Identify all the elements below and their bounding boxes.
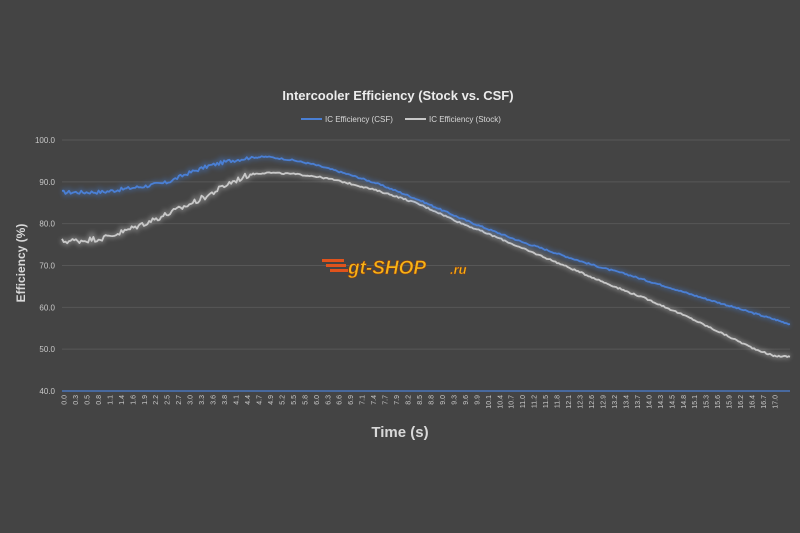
x-tick-label: 3.3 <box>199 395 206 405</box>
series-lines <box>59 153 791 360</box>
y-tick-label: 40.0 <box>39 387 55 396</box>
x-tick-label: 4.4 <box>245 395 252 405</box>
x-tick-label: 14.8 <box>681 395 688 409</box>
x-tick-label: 9.9 <box>474 395 481 405</box>
x-tick-label: 2.5 <box>165 395 172 405</box>
x-tick-label: 6.0 <box>314 395 321 405</box>
watermark-logo: gt-SHOP .ru <box>322 258 467 279</box>
x-tick-label: 7.7 <box>383 395 390 405</box>
y-axis-ticks: 40.0 50.0 60.0 70.0 80.0 90.0 100.0 <box>35 136 56 396</box>
x-tick-label: 16.2 <box>738 395 745 409</box>
x-tick-label: 10.4 <box>497 395 504 409</box>
y-tick-label: 60.0 <box>39 303 55 312</box>
x-tick-label: 4.9 <box>268 395 275 405</box>
x-tick-label: 1.1 <box>107 395 114 405</box>
x-tick-label: 5.5 <box>291 395 298 405</box>
x-tick-label: 14.5 <box>669 395 676 409</box>
chart-title: Intercooler Efficiency (Stock vs. CSF) <box>282 88 513 103</box>
x-tick-label: 13.4 <box>623 395 630 409</box>
x-tick-label: 12.6 <box>589 395 596 409</box>
x-tick-label: 10.1 <box>486 395 493 409</box>
x-tick-label: 14.0 <box>646 395 653 409</box>
x-tick-label: 12.3 <box>578 395 585 409</box>
x-axis-ticks: 0.0 0.3 0.5 0.8 1.1 1.4 1.6 1.9 2.2 2.5 2.7 3.0 3.3 3… <box>62 395 780 409</box>
x-tick-label: 8.8 <box>429 395 436 405</box>
x-tick-label: 7.9 <box>394 395 401 405</box>
speed-stripes-icon <box>322 259 348 272</box>
x-tick-label: 13.7 <box>635 395 642 409</box>
x-tick-label: 11.0 <box>520 395 527 408</box>
y-axis-title: Efficiency (%) <box>14 224 28 303</box>
series-line-stock <box>61 171 791 358</box>
x-tick-label: 1.9 <box>142 395 149 405</box>
x-tick-label: 16.7 <box>761 395 768 409</box>
x-tick-label: 1.6 <box>130 395 137 405</box>
x-tick-label: 13.2 <box>612 395 619 409</box>
x-tick-label: 9.0 <box>440 395 447 405</box>
x-tick-label: 7.1 <box>360 395 367 405</box>
x-tick-label: 0.3 <box>73 395 80 405</box>
x-tick-label: 15.1 <box>692 395 699 409</box>
legend-label-csf: IC Efficiency (CSF) <box>325 115 393 124</box>
x-tick-label: 15.6 <box>715 395 722 409</box>
x-tick-label: 5.2 <box>279 395 286 405</box>
y-tick-label: 50.0 <box>39 345 55 354</box>
x-tick-label: 0.0 <box>62 395 69 405</box>
x-tick-label: 7.4 <box>371 395 378 405</box>
y-tick-label: 100.0 <box>35 136 56 145</box>
x-tick-label: 8.5 <box>417 395 424 405</box>
x-tick-label: 12.9 <box>601 395 608 409</box>
chart-legend: IC Efficiency (CSF) IC Efficiency (Stock… <box>301 115 501 124</box>
x-tick-label: 0.8 <box>96 395 103 405</box>
watermark-text: gt-SHOP <box>347 258 426 279</box>
y-tick-label: 90.0 <box>39 178 55 187</box>
y-tick-label: 80.0 <box>39 220 55 229</box>
x-tick-label: 3.0 <box>188 395 195 405</box>
x-tick-label: 17.0 <box>773 395 780 409</box>
x-tick-label: 5.8 <box>302 395 309 405</box>
x-tick-label: 3.6 <box>211 395 218 405</box>
x-tick-label: 1.4 <box>119 395 126 405</box>
y-tick-label: 70.0 <box>39 262 55 271</box>
x-tick-label: 8.2 <box>406 395 413 405</box>
x-tick-label: 12.1 <box>566 395 573 409</box>
series-line-csf <box>61 155 791 326</box>
x-tick-label: 4.1 <box>234 395 241 405</box>
x-tick-label: 2.7 <box>176 395 183 405</box>
x-tick-label: 6.6 <box>337 395 344 405</box>
x-tick-label: 15.9 <box>727 395 734 409</box>
legend-label-stock: IC Efficiency (Stock) <box>429 115 501 124</box>
x-tick-label: 3.8 <box>222 395 229 405</box>
x-tick-label: 0.5 <box>84 395 91 405</box>
x-tick-label: 11.2 <box>532 395 539 408</box>
x-tick-label: 14.3 <box>658 395 665 409</box>
x-tick-label: 10.7 <box>509 395 516 409</box>
x-tick-label: 9.3 <box>451 395 458 405</box>
x-tick-label: 16.4 <box>750 395 757 409</box>
x-tick-label: 11.8 <box>555 395 562 408</box>
x-tick-label: 15.3 <box>704 395 711 409</box>
x-tick-label: 9.6 <box>463 395 470 405</box>
x-axis-title: Time (s) <box>371 424 428 441</box>
gridlines <box>62 139 790 392</box>
x-tick-label: 6.9 <box>348 395 355 405</box>
x-tick-label: 6.3 <box>325 395 332 405</box>
x-tick-label: 2.2 <box>153 395 160 405</box>
x-tick-label: 4.7 <box>257 395 264 405</box>
watermark-suffix: .ru <box>450 262 467 277</box>
x-tick-label: 11.5 <box>543 395 550 408</box>
